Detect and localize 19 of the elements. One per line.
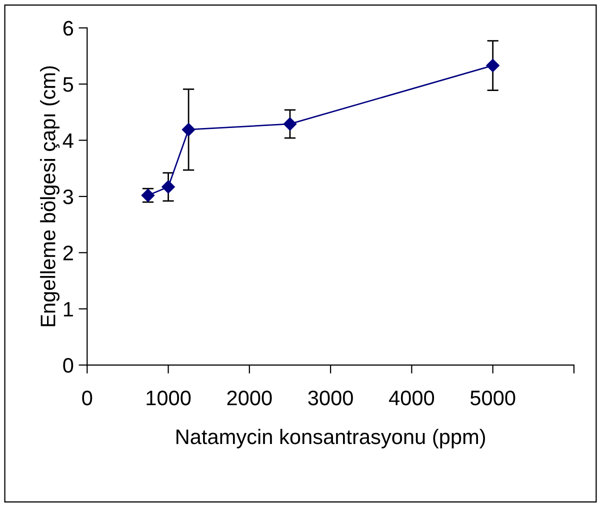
y-tick-label: 5: [63, 77, 74, 92]
x-tick-label: 1000: [146, 390, 191, 406]
x-axis-title: Natamycin konsantrasyonu (ppm): [176, 428, 486, 448]
y-axis-title: Engelleme bölgesi çapı (cm): [40, 66, 60, 326]
y-tick-label: 4: [62, 133, 74, 148]
point: [283, 117, 297, 131]
y-tick-label: 0: [63, 358, 74, 373]
y-tick-label: 3: [63, 189, 74, 204]
x-tick-label: 3000: [308, 390, 353, 406]
x-tick-label: 0: [82, 390, 92, 406]
y-tick-label: 1: [64, 302, 73, 316]
point: [486, 58, 500, 72]
x-tick-label: 4000: [388, 390, 434, 406]
x-tick-label: 5000: [470, 390, 516, 406]
x-tick-label: 2000: [227, 390, 272, 406]
point: [182, 123, 196, 136]
y-tick-label: 6: [63, 20, 74, 36]
point: [162, 180, 175, 194]
y-tick-label: 2: [63, 246, 73, 260]
